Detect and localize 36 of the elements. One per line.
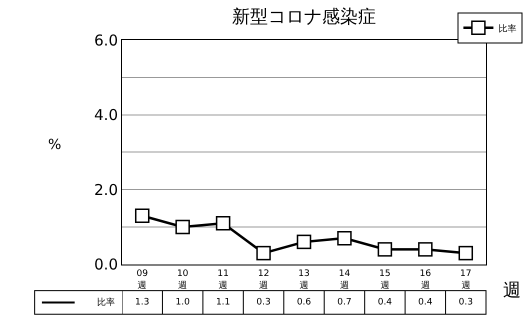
- point: [256, 246, 271, 260]
- data-label: 1.3: [135, 298, 150, 308]
- legend-label: 比率: [498, 23, 516, 34]
- x-tick-label: 11 週: [217, 269, 229, 291]
- x-tick-label: 15 週: [379, 269, 391, 291]
- data-label: 0.4: [378, 298, 392, 308]
- y-tick-label: 2.0: [94, 180, 118, 199]
- point: [378, 242, 392, 257]
- y-tick-label: 0.0: [94, 256, 118, 274]
- point: [134, 208, 150, 224]
- text: 比率: [97, 298, 115, 308]
- point: [216, 216, 230, 230]
- data-label: 0.7: [337, 298, 352, 308]
- data-label: 0.4: [418, 298, 433, 308]
- x-tick-label: 17 週: [460, 269, 472, 291]
- data-label: 0.3: [256, 298, 271, 308]
- y-tick-label: 4.0: [94, 106, 118, 124]
- x-tick-label: 09 週: [136, 269, 148, 291]
- y-axis-title: %: [48, 137, 62, 153]
- x-tick-label: 13 週: [298, 269, 310, 291]
- chart-title: 新型コロナ感染症: [232, 6, 376, 28]
- data-label: 1.1: [216, 298, 230, 308]
- point: [296, 234, 312, 250]
- y-tick-label: 6.0: [94, 31, 118, 50]
- x-tick-label: 14 週: [338, 269, 350, 291]
- x-axis-title: 週: [503, 280, 521, 301]
- point: [418, 242, 433, 257]
- x-tick-label: 10 週: [176, 269, 189, 291]
- data-label: 1.0: [176, 298, 190, 308]
- data-label: 0.3: [458, 298, 473, 308]
- x-tick-label: 12 週: [258, 269, 270, 291]
- point: [458, 246, 474, 260]
- point: [337, 230, 352, 246]
- data-label: 0.6: [296, 298, 312, 308]
- point: [175, 220, 190, 234]
- x-tick-label: 16 週: [420, 269, 432, 291]
